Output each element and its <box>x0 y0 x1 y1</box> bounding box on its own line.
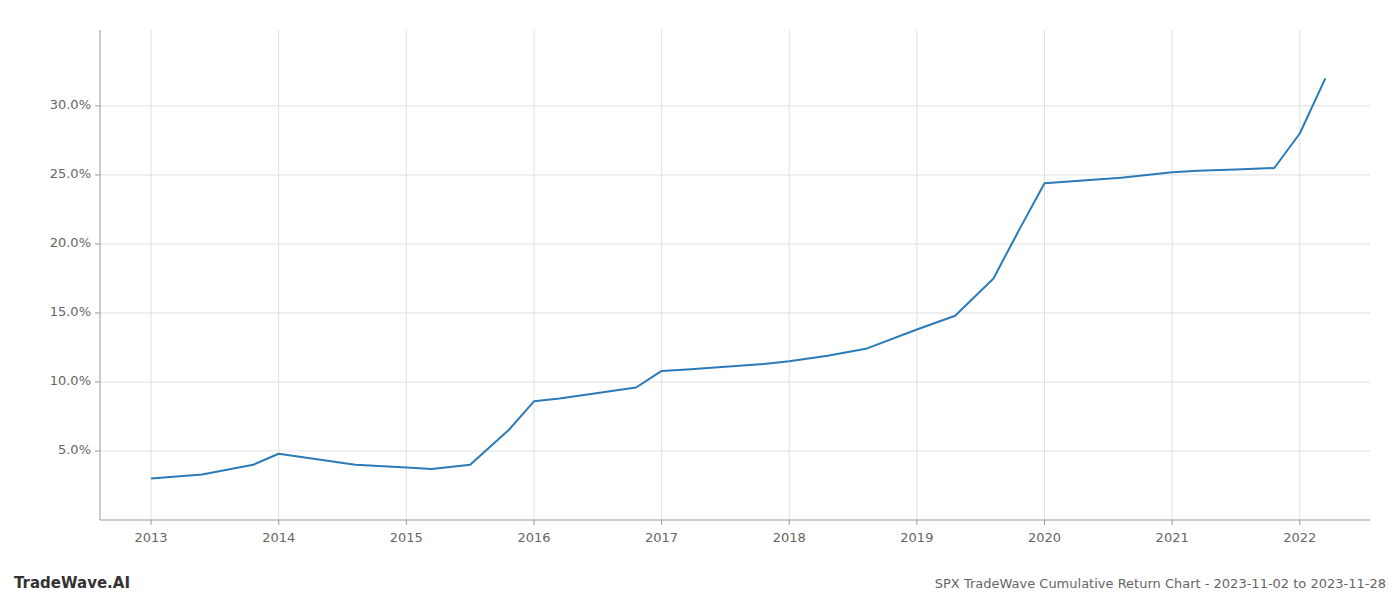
grid-line-x <box>916 30 917 520</box>
axes: 5.0% 10.0% 15.0% 20.0% 25.0% 30.0% 2013 2014 201… <box>50 30 1370 545</box>
tick-x <box>533 520 534 525</box>
tick-x <box>406 520 407 525</box>
tick-x <box>151 520 152 525</box>
tick-label-x: 2022 <box>1283 530 1316 545</box>
grid-line-x <box>406 30 407 520</box>
tick-y <box>95 243 100 244</box>
grid-line-y <box>100 312 1370 313</box>
grid-line-x <box>151 30 152 520</box>
grid-line-x <box>661 30 662 520</box>
plot-area <box>151 78 1325 478</box>
tick-x <box>1172 520 1173 525</box>
tick-label-x: 2021 <box>1156 530 1189 545</box>
tick-y <box>95 174 100 175</box>
tick-x <box>661 520 662 525</box>
grid-line-x <box>789 30 790 520</box>
tick-label-x: 2020 <box>1028 530 1061 545</box>
grid-line-y <box>100 450 1370 451</box>
grid-line-x <box>533 30 534 520</box>
grid-line-y <box>100 174 1370 175</box>
tick-x <box>1044 520 1045 525</box>
grid-line-x <box>1172 30 1173 520</box>
tick-label-x: 2014 <box>262 530 295 545</box>
tick-label-x: 2013 <box>135 530 168 545</box>
grid-line-x <box>1044 30 1045 520</box>
tick-label-y: 15.0% <box>50 304 91 319</box>
tick-x <box>278 520 279 525</box>
tick-x <box>1299 520 1300 525</box>
chart: 5.0% 10.0% 15.0% 20.0% 25.0% 30.0% 2013 2014 201… <box>0 0 1400 600</box>
tick-label-x: 2016 <box>517 530 550 545</box>
tick-label-y: 10.0% <box>50 373 91 388</box>
tick-y <box>95 450 100 451</box>
axis-x <box>100 520 1370 521</box>
tick-label-x: 2019 <box>900 530 933 545</box>
grid-line-x <box>1299 30 1300 520</box>
tick-label-y: 5.0% <box>58 442 91 457</box>
grid-line-y <box>100 105 1370 106</box>
tick-y <box>95 105 100 106</box>
line <box>151 78 1325 478</box>
tick-label-y: 25.0% <box>50 166 91 181</box>
grid-line-x <box>278 30 279 520</box>
tick-x <box>916 520 917 525</box>
axis-y <box>100 30 101 520</box>
title: SPX TradeWave Cumulative Return Chart - … <box>935 576 1386 591</box>
grid-line-y <box>100 243 1370 244</box>
tick-label-y: 30.0% <box>50 97 91 112</box>
tick-y <box>95 312 100 313</box>
tick-label-y: 20.0% <box>50 235 91 250</box>
grid-line-y <box>100 381 1370 382</box>
watermark: TradeWave.AI <box>14 574 130 592</box>
tick-label-x: 2017 <box>645 530 678 545</box>
grid <box>100 30 1370 520</box>
tick-y <box>95 381 100 382</box>
tick-label-x: 2018 <box>773 530 806 545</box>
tick-x <box>789 520 790 525</box>
tick-label-x: 2015 <box>390 530 423 545</box>
